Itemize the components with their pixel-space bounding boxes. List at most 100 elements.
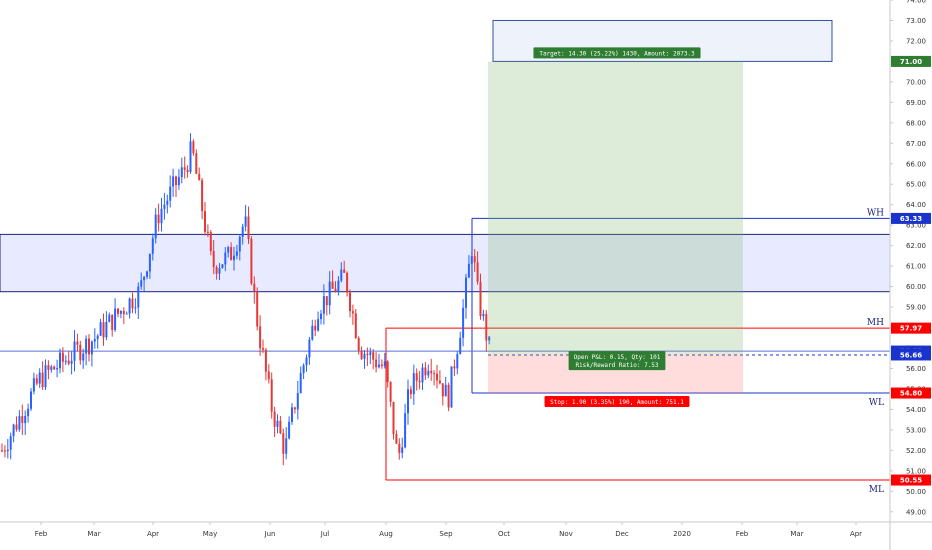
candle — [183, 156, 186, 179]
candle-body — [247, 216, 250, 239]
time-tick-label: Aug — [379, 530, 393, 538]
price-tick-label: 70.00 — [906, 78, 926, 86]
candle — [131, 292, 134, 314]
candle-body — [117, 308, 119, 314]
candle-body — [230, 247, 233, 261]
candle — [90, 340, 93, 367]
candle — [488, 336, 491, 345]
candle — [462, 299, 465, 347]
candle — [453, 359, 456, 376]
candle — [441, 383, 444, 406]
level-label-ml: ML — [869, 485, 884, 495]
candle-body — [56, 368, 59, 370]
candle — [99, 318, 102, 336]
candle — [198, 167, 201, 181]
candle — [285, 427, 288, 460]
candle — [337, 276, 340, 296]
candle — [392, 401, 395, 440]
candle — [105, 311, 108, 341]
candle-body — [204, 211, 206, 232]
candle-body — [308, 339, 311, 358]
candle — [409, 385, 412, 399]
price-tick-label: 68.00 — [906, 119, 926, 127]
candle-body — [436, 373, 438, 381]
candle-body — [90, 341, 93, 355]
candle-body — [360, 350, 363, 359]
candle — [177, 169, 180, 190]
candle-body — [398, 443, 401, 453]
price-tick-label: 63.00 — [906, 222, 926, 230]
candle — [308, 336, 311, 365]
candle — [430, 358, 433, 381]
price-badge-text: 57.97 — [900, 325, 922, 333]
candle — [70, 351, 73, 375]
candle — [267, 364, 270, 384]
candle-body — [424, 367, 427, 376]
candle — [108, 312, 111, 323]
candle-body — [262, 348, 264, 350]
candle — [215, 265, 218, 280]
candle — [180, 157, 183, 184]
candle — [447, 382, 450, 412]
candle-body — [59, 352, 61, 369]
price-badge-text: 71.00 — [900, 58, 922, 66]
candle-body — [317, 319, 320, 331]
stop-label-bg — [544, 396, 690, 408]
candle-body — [404, 413, 407, 448]
time-axis: Feb Mar Apr May Jun Jul Aug Sep Oct Nov Dec 2020 Feb… — [0, 521, 932, 538]
candle-body — [485, 313, 488, 341]
candle — [256, 287, 259, 331]
candle-body — [238, 236, 241, 252]
candle-body — [169, 186, 172, 201]
candle-body — [32, 378, 35, 392]
candle-body — [302, 365, 305, 374]
candle-body — [366, 353, 369, 356]
price-tick-label: 56.00 — [906, 365, 926, 373]
candle-body — [418, 380, 421, 383]
candle — [421, 363, 424, 391]
candle — [30, 388, 32, 411]
price-badge-63-33: 63.33 — [891, 212, 931, 224]
candle-body — [209, 232, 212, 252]
price-badge-57-97: 57.97 — [891, 322, 931, 334]
candle-body — [270, 379, 273, 412]
price-tick-label: 52.00 — [906, 447, 926, 455]
price-badge-bg — [891, 474, 931, 486]
candle — [250, 236, 253, 286]
candle — [320, 310, 322, 325]
price-badge-text: 56.66 — [900, 351, 922, 359]
candle — [476, 251, 479, 285]
price-tick-label: 64.00 — [906, 201, 926, 209]
time-tick-label: Jul — [320, 530, 330, 538]
candle — [343, 260, 346, 273]
candles-layer — [1, 133, 491, 466]
candle-body — [346, 272, 349, 293]
candle-body — [470, 256, 473, 264]
candle — [61, 347, 64, 373]
candle-body — [325, 296, 328, 306]
candle — [24, 410, 27, 435]
candle — [346, 271, 349, 297]
candle — [380, 359, 383, 369]
candle — [473, 249, 476, 272]
price-badge-bg — [891, 212, 931, 224]
candle-body — [488, 336, 491, 341]
candle-body — [380, 364, 383, 367]
candle — [64, 355, 67, 366]
candle-body — [267, 371, 270, 380]
price-tick-label: 49.00 — [906, 508, 926, 516]
target-label-bg — [533, 47, 701, 59]
time-tick-label: May — [203, 530, 217, 538]
candle-body — [131, 298, 134, 309]
candle — [398, 438, 401, 460]
candle — [82, 348, 85, 369]
candle-body — [73, 341, 76, 361]
candle — [389, 381, 392, 407]
candle — [467, 255, 470, 278]
candle — [59, 348, 61, 374]
candle — [412, 364, 415, 405]
candle — [317, 311, 320, 332]
level-label-wh: WH — [867, 208, 884, 218]
